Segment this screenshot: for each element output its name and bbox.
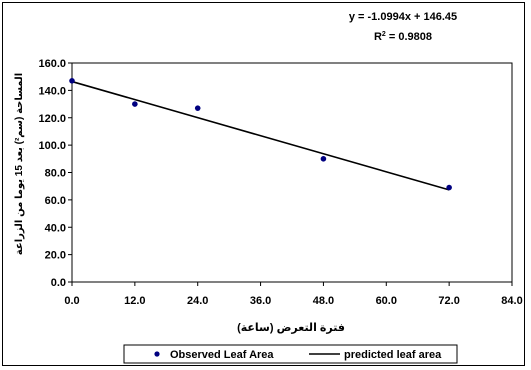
chart-marks: [69, 77, 452, 191]
x-tick-label: 36.0: [250, 295, 271, 307]
x-tick-label: 0.0: [64, 295, 79, 307]
y-tick-label: 0.0: [51, 277, 66, 289]
legend-label-predicted: predicted leaf area: [344, 349, 442, 361]
r-squared-label: R2 = 0.9808: [374, 31, 432, 43]
legend: Observed Leaf Area predicted leaf area: [123, 344, 458, 364]
x-tick-label: 12.0: [124, 295, 145, 307]
r-squared-value: = 0.9808: [386, 31, 432, 43]
x-axis-ticks: 0.0 12.0 24.0 36.0 48.0 60.0 72.0 84.0: [64, 282, 523, 307]
y-axis-label: المساحة (سم²) بعد 15 يوما من الزراعة: [14, 73, 25, 255]
observed-leaf-area-point: [320, 156, 327, 162]
r-squared-superscript: 2: [382, 31, 386, 38]
legend-marker-observed: [154, 351, 160, 357]
observed-leaf-area-point: [194, 105, 201, 111]
x-tick-label: 84.0: [501, 295, 522, 307]
predicted-leaf-area-line: [71, 80, 450, 191]
x-tick-label: 24.0: [187, 295, 208, 307]
observed-leaf-area-point: [132, 101, 138, 107]
observed-leaf-area-point: [446, 184, 452, 191]
y-tick-label: 60.0: [45, 195, 66, 207]
y-tick-label: 100.0: [38, 140, 66, 152]
y-axis-ticks: 0.0 20.0 40.0 60.0 80.0 100.0 120.0 140.0 160.0: [38, 58, 72, 289]
y-tick-label: 120.0: [38, 113, 66, 125]
x-tick-label: 48.0: [313, 295, 334, 307]
y-tick-label: 40.0: [45, 222, 66, 234]
r-squared-prefix: R: [374, 31, 382, 43]
legend-label-observed: Observed Leaf Area: [170, 349, 274, 361]
regression-equation: y = -1.0994x + 146.45: [349, 11, 457, 23]
y-tick-label: 140.0: [38, 85, 66, 97]
y-tick-label: 160.0: [38, 58, 66, 70]
observed-leaf-area-point: [69, 77, 75, 84]
x-axis-label: فترة التعرض (ساعة): [237, 322, 345, 334]
plot-area: [71, 62, 513, 283]
y-tick-label: 20.0: [45, 250, 66, 262]
x-tick-label: 60.0: [376, 295, 397, 307]
x-tick-label: 72.0: [438, 295, 459, 307]
y-tick-label: 80.0: [45, 168, 66, 180]
plot-border: [71, 62, 513, 283]
legend-box: [123, 344, 458, 364]
